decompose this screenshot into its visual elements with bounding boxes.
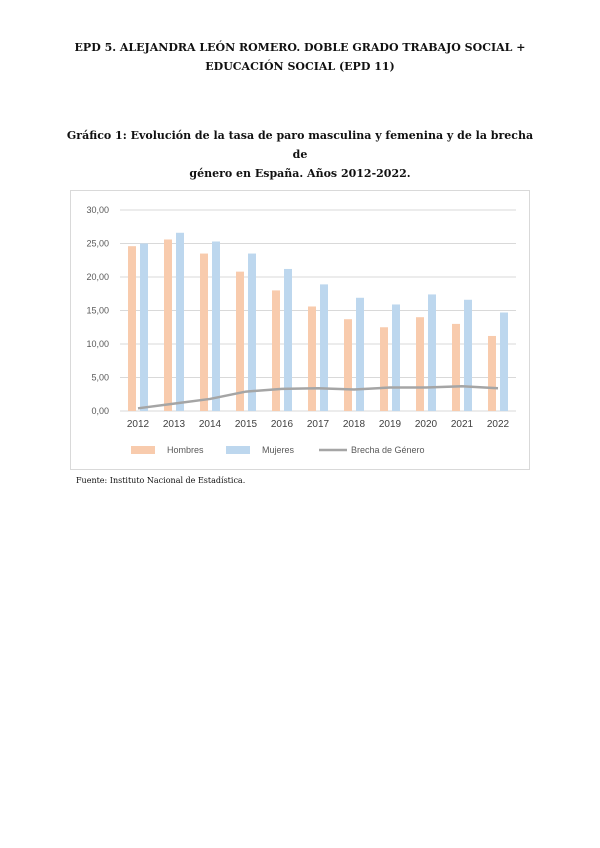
y-tick-label: 0,00 (91, 406, 109, 416)
legend-label: Mujeres (262, 445, 295, 455)
legend-label: Brecha de Género (351, 445, 425, 455)
x-tick-label: 2016 (271, 419, 294, 430)
x-tick-label: 2019 (379, 419, 402, 430)
bar-mujeres (500, 312, 508, 411)
bar-hombres (380, 327, 388, 411)
bar-mujeres (140, 243, 148, 411)
header-line-1: EPD 5. ALEJANDRA LEÓN ROMERO. DOBLE GRAD… (74, 41, 526, 54)
x-tick-label: 2020 (415, 419, 438, 430)
bar-hombres (164, 239, 172, 411)
chart-container: 0,00 5,00 10,00 15,00 20,00 25,00 30,00 2012 201… (70, 190, 530, 470)
legend-swatch (226, 446, 250, 454)
bar-mujeres (176, 232, 184, 411)
bar-mujeres (284, 268, 292, 411)
x-tick-label: 2012 (127, 419, 150, 430)
caption-line-1: Gráfico 1: Evolución de la tasa de paro … (66, 129, 534, 161)
bar-hombres (236, 271, 244, 411)
bar-hombres (272, 290, 280, 411)
bar-hombres (416, 317, 424, 411)
x-tick-label: 2021 (451, 419, 474, 430)
y-tick-label: 25,00 (86, 239, 109, 249)
y-tick-label: 30,00 (86, 205, 109, 215)
y-tick-label: 15,00 (86, 306, 109, 316)
chart-caption: Gráfico 1: Evolución de la tasa de paro … (60, 126, 540, 183)
x-tick-label: 2013 (163, 419, 186, 430)
bar-hombres (344, 319, 352, 411)
bar-mujeres (464, 299, 472, 411)
bar-mujeres (392, 304, 400, 411)
x-tick-label: 2017 (307, 419, 330, 430)
bar-hombres (452, 323, 460, 411)
y-tick-label: 10,00 (86, 339, 109, 349)
bar-mujeres (428, 294, 436, 411)
header-line-2: EDUCACIÓN SOCIAL (EPD 11) (205, 60, 395, 73)
y-tick-label: 5,00 (91, 373, 109, 383)
source-note: Fuente: Instituto Nacional de Estadístic… (76, 476, 246, 485)
x-tick-label: 2015 (235, 419, 258, 430)
bar-hombres (308, 306, 316, 411)
legend-label: Hombres (167, 445, 204, 455)
caption-line-2: género en España. Años 2012-2022. (189, 167, 411, 180)
bar-hombres (200, 253, 208, 411)
chart: 0,00 5,00 10,00 15,00 20,00 25,00 30,00 2012 201… (86, 205, 516, 455)
bar-mujeres (248, 253, 256, 411)
legend-swatch (131, 446, 155, 454)
bar-hombres (488, 335, 496, 411)
document-header: EPD 5. ALEJANDRA LEÓN ROMERO. DOBLE GRAD… (60, 38, 540, 76)
bar-hombres (128, 246, 136, 411)
line-brecha (137, 384, 499, 410)
bar-mujeres (356, 297, 364, 411)
bar-mujeres (212, 241, 220, 411)
x-tick-label: 2014 (199, 419, 222, 430)
bar-mujeres (320, 284, 328, 411)
x-tick-label: 2018 (343, 419, 366, 430)
y-tick-label: 20,00 (86, 272, 109, 282)
x-tick-label: 2022 (487, 419, 510, 430)
